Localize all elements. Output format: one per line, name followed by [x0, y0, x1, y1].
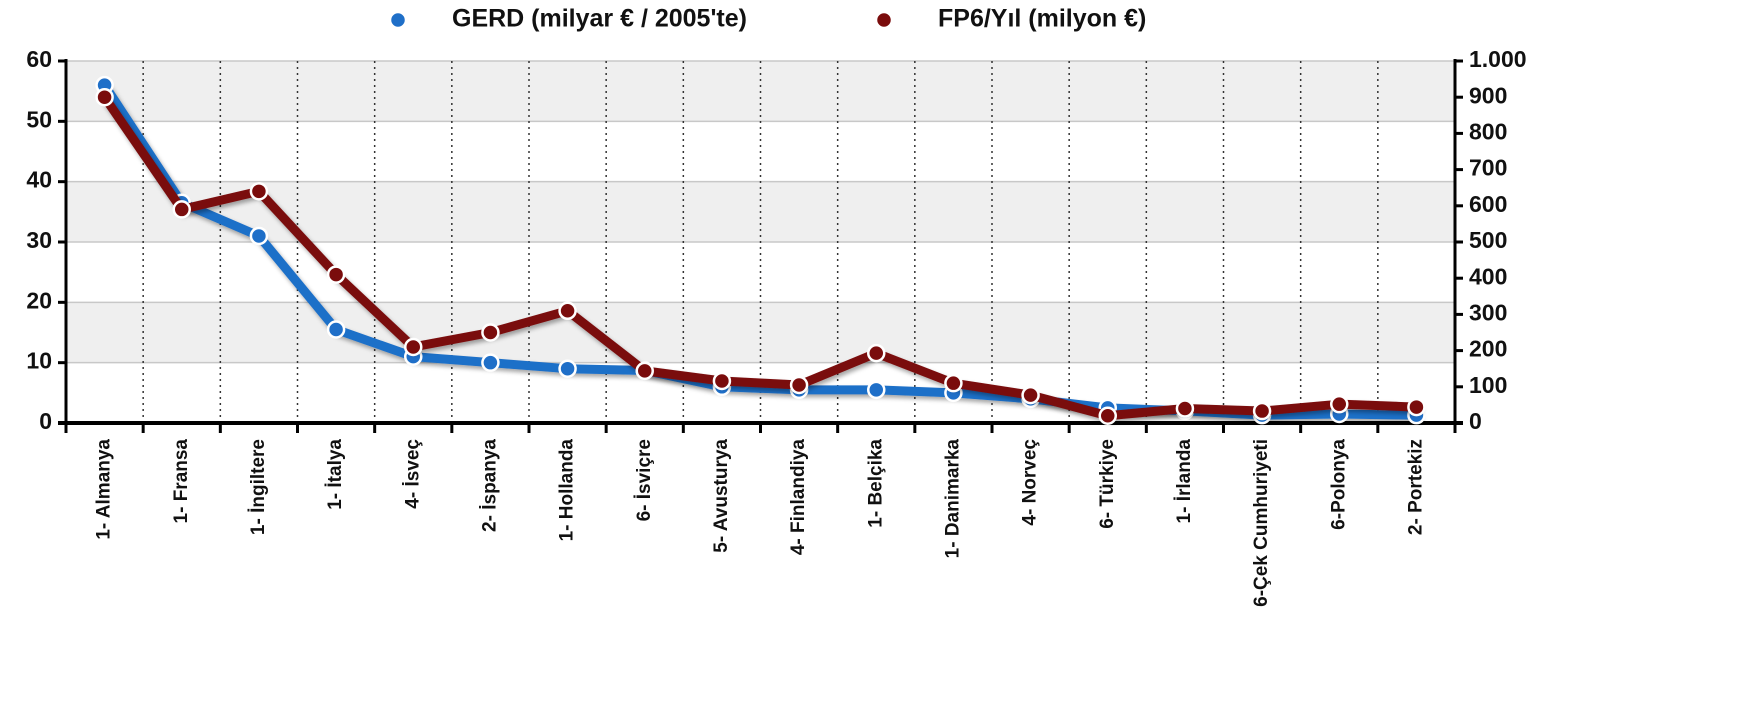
series-point	[867, 343, 886, 363]
series-point	[249, 182, 269, 201]
x-tick-label: 1- İngiltere	[248, 439, 269, 535]
series-point	[867, 380, 886, 400]
series-point	[481, 323, 500, 342]
y2-tick-label: 500	[1469, 227, 1507, 253]
y2-tick-label: 900	[1469, 82, 1507, 108]
x-tick-label: 6- İsviçre	[634, 439, 655, 521]
x-tick-label: 5- Avusturya	[711, 439, 732, 553]
series-point	[789, 375, 809, 395]
y-tick-label: 60	[26, 46, 52, 72]
x-tick-label: 1- Almanya	[94, 439, 115, 540]
legend-label: GERD (milyar € / 2005'te)	[452, 5, 747, 33]
x-tick-label: 4- İsveç	[402, 439, 423, 509]
y2-tick-label: 200	[1469, 336, 1507, 362]
y-tick-label: 10	[26, 348, 52, 374]
y-tick-label: 50	[26, 106, 52, 132]
x-tick-label: 4- Norveç	[1020, 439, 1041, 526]
y2-tick-label: 700	[1469, 155, 1507, 181]
series-point	[712, 371, 732, 391]
x-tick-label: 1- İtalya	[325, 439, 346, 510]
x-tick-label: 6-Polonya	[1328, 439, 1349, 530]
x-tick-label: 1- Hollanda	[557, 439, 578, 542]
y2-tick-label: 300	[1469, 299, 1507, 325]
y2-tick-label: 1.000	[1469, 46, 1527, 72]
x-tick-label: 1- İrlanda	[1174, 439, 1195, 524]
series-point	[558, 359, 577, 378]
x-tick-label: 2- İspanya	[479, 439, 500, 532]
series-point	[635, 361, 654, 381]
x-tick-label: 1- Fransa	[171, 439, 192, 524]
x-tick-label: 1- Danimarka	[942, 439, 963, 559]
x-tick-label: 6-Çek Cumhuriyeti	[1251, 439, 1272, 607]
y2-tick-label: 800	[1469, 118, 1507, 144]
x-tick-label: 2- Portekiz	[1405, 439, 1426, 535]
y2-tick-label: 0	[1469, 408, 1482, 434]
series-point	[1021, 385, 1040, 405]
series-point	[1098, 406, 1117, 426]
y-tick-label: 0	[39, 408, 52, 434]
x-tick-label: 4- Finlandiya	[788, 439, 809, 556]
series-point	[95, 87, 114, 107]
y2-tick-label: 600	[1469, 191, 1507, 217]
legend-marker	[874, 10, 894, 30]
y-tick-label: 20	[26, 287, 52, 313]
x-tick-label: 1- Belçika	[865, 439, 886, 528]
series-line	[100, 92, 1421, 421]
series-point	[404, 337, 423, 357]
legend-marker	[388, 10, 408, 30]
series-point	[1330, 394, 1349, 414]
series-point	[326, 320, 346, 339]
series-point	[249, 226, 269, 246]
series-point	[944, 373, 963, 393]
legend-label: FP6/Yıl (milyon €)	[938, 5, 1146, 33]
series-point	[558, 301, 577, 321]
series-point	[1175, 399, 1195, 418]
series-point	[481, 353, 500, 372]
series-point	[172, 200, 191, 219]
series-point	[1407, 397, 1426, 417]
y2-tick-label: 400	[1469, 263, 1507, 289]
series-point	[326, 265, 346, 284]
y2-tick-label: 100	[1469, 372, 1507, 398]
x-tick-label: 6- Türkiye	[1097, 439, 1118, 529]
y-tick-label: 40	[26, 167, 52, 193]
series-point	[1252, 401, 1272, 421]
y-tick-label: 30	[26, 227, 52, 253]
